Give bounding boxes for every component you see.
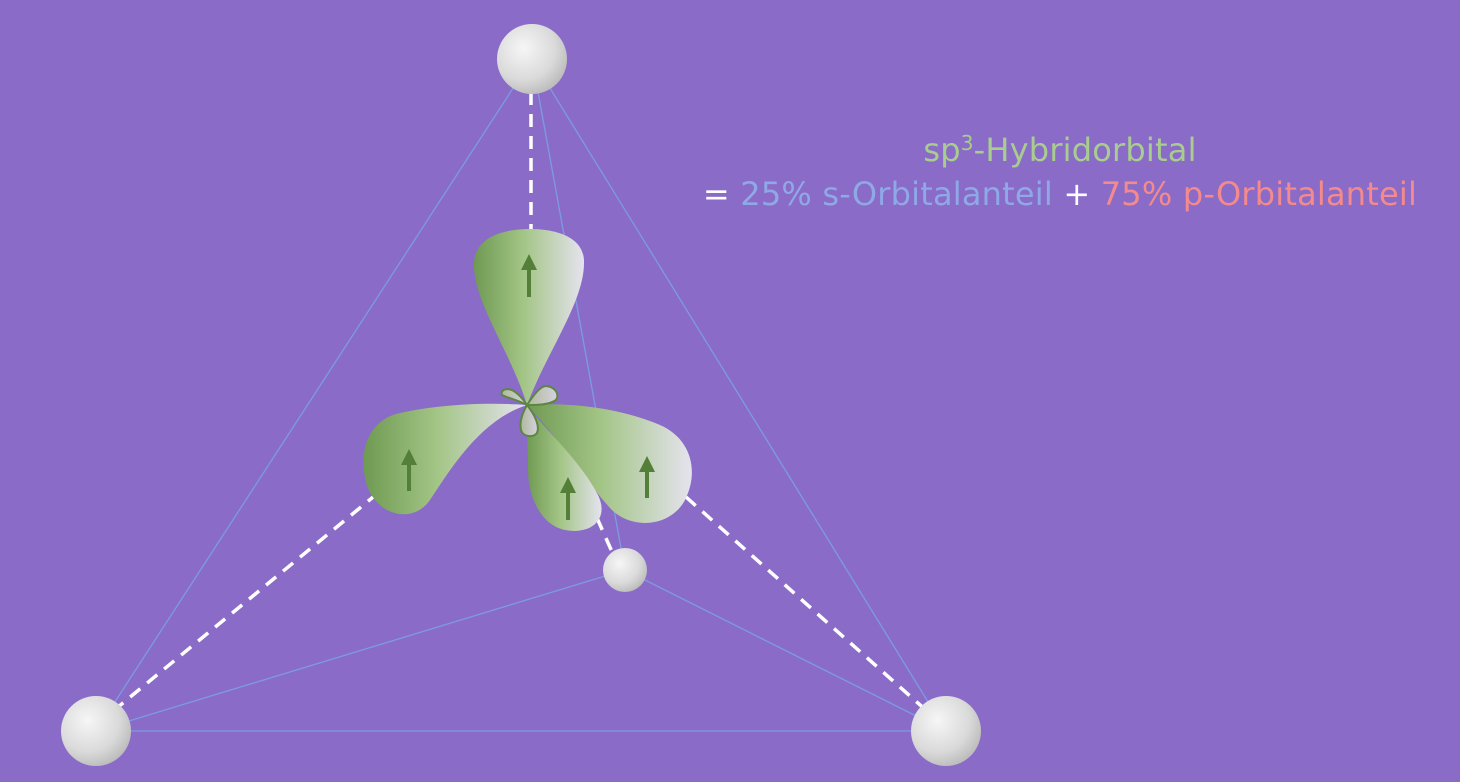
- title-rest: -Hybridorbital: [973, 131, 1197, 169]
- p-orbital-share: 75% p-Orbitalanteil: [1100, 175, 1418, 213]
- s-orbital-share: 25% s-Orbitalanteil: [740, 175, 1053, 213]
- up-arrow-icon: [639, 456, 655, 498]
- edge-left-back: [95, 569, 626, 732]
- edge-right-back: [624, 569, 947, 732]
- small-lobe-top-left: [500, 388, 528, 406]
- edge-top-left: [95, 58, 533, 732]
- small-lobe-top-right: [525, 384, 559, 407]
- small-lobe-bottom: [519, 403, 539, 438]
- right-atom: [911, 696, 981, 766]
- dashed-bonds: [110, 92, 930, 714]
- caption-title: sp3-Hybridorbital: [660, 128, 1460, 172]
- back-atom: [603, 548, 647, 592]
- caption-formula: = 25% s-Orbitalanteil + 75% p-Orbitalant…: [660, 172, 1460, 216]
- title-base: sp: [923, 131, 961, 169]
- bond-right: [684, 495, 930, 714]
- bond-back: [595, 517, 615, 555]
- left-atom: [61, 696, 131, 766]
- tetrahedron-edges: [95, 58, 947, 732]
- electron-arrows: [401, 254, 655, 520]
- plus-sign: +: [1063, 175, 1091, 213]
- top-lobe: [473, 229, 585, 405]
- hybrid-caption: sp3-Hybridorbital = 25% s-Orbitalanteil …: [660, 128, 1460, 216]
- up-arrow-icon: [560, 477, 576, 520]
- front-lobe: [526, 405, 602, 531]
- left-lobe: [363, 403, 527, 515]
- title-superscript: 3: [960, 131, 974, 155]
- up-arrow-icon: [521, 254, 537, 297]
- bond-left: [110, 491, 380, 714]
- top-atom: [497, 24, 567, 94]
- edge-top-right: [531, 58, 947, 732]
- up-arrow-icon: [401, 449, 417, 491]
- right-lobe: [527, 404, 692, 523]
- sp3-orbital: [363, 229, 692, 531]
- equals-sign: =: [702, 175, 730, 213]
